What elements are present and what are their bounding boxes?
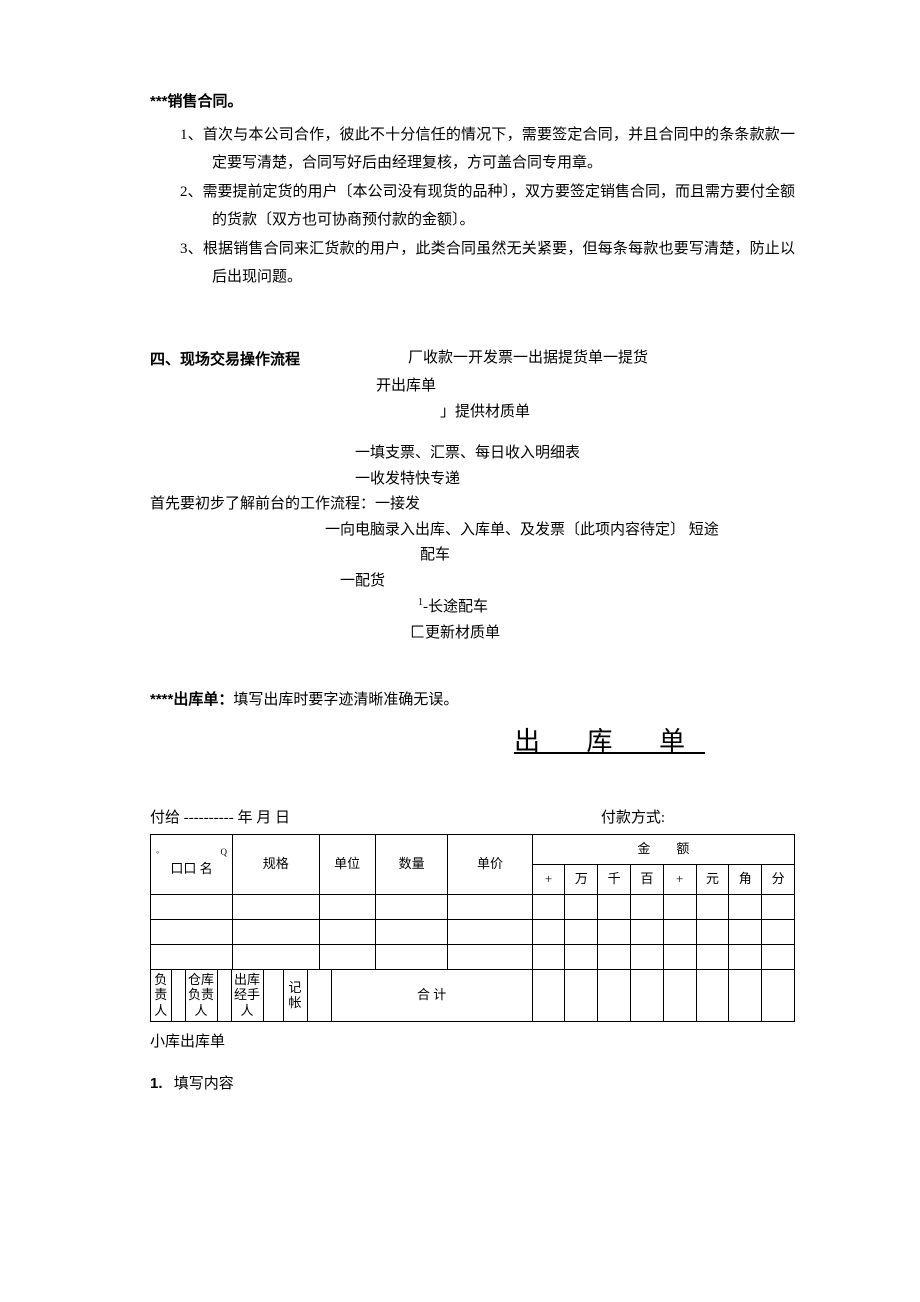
tf-f5: 合 计 bbox=[331, 970, 532, 1021]
out-meta-left-dashes: ---------- bbox=[184, 810, 234, 826]
th-qty: 数量 bbox=[375, 835, 448, 894]
out-meta-row: 付给 ---------- 年 月 日 付款方式: bbox=[150, 804, 795, 833]
th-m2: 万 bbox=[565, 865, 598, 895]
section-4-heading: 四、现场交易操作流程 bbox=[150, 346, 300, 375]
table-row bbox=[151, 944, 795, 969]
contract-item-1: 1、首次与本公司合作，彼此不十分信任的情况下，需要签定合同，并且合同中的条条款款… bbox=[150, 121, 795, 178]
flow-line-4: 一填支票、汇票、每日收入明细表 bbox=[150, 441, 795, 467]
th-m6: 元 bbox=[696, 865, 729, 895]
flow-line-7b: 配车 bbox=[150, 543, 795, 569]
th-m4: 百 bbox=[631, 865, 664, 895]
out-table: ◦ Q 口口 名 规格 单位 数量 单价 金 额 + 万 千 百 + 元 角 分 bbox=[150, 834, 795, 1021]
after-table-2-num: 1. bbox=[150, 1075, 163, 1092]
flow-line-3: 」提供材质单 bbox=[150, 400, 795, 426]
th-m5: + bbox=[663, 865, 696, 895]
th-unit: 单位 bbox=[319, 835, 375, 894]
flow-line-5: 一收发特快专递 bbox=[150, 467, 795, 493]
flow-line-1: 厂收款一开发票一出据提货单一提货 bbox=[408, 346, 648, 372]
out-meta-left-prefix: 付给 bbox=[150, 810, 184, 826]
th-name: ◦ Q 口口 名 bbox=[151, 835, 233, 894]
flow-line-6: 首先要初步了解前台的工作流程：一接发 bbox=[150, 492, 795, 518]
th-name-mark-left: ◦ bbox=[156, 848, 159, 857]
after-table-1: 小库出库单 bbox=[150, 1028, 795, 1057]
flow-line-10: 匚更新材质单 bbox=[150, 621, 795, 647]
th-amount: 金 额 bbox=[532, 835, 794, 865]
after-table-2: 1. 填写内容 bbox=[150, 1070, 795, 1099]
out-section-label-rest: 填写出库时要字迹清晰准确无误。 bbox=[233, 692, 458, 708]
flow-line-2: 开出库单 bbox=[150, 374, 795, 400]
flow-line-7: 一向电脑录入出库、入库单、及发票〔此项内容待定〕 短途 bbox=[150, 518, 795, 544]
flow-line-8: 一配货 bbox=[150, 569, 795, 595]
th-m1: + bbox=[532, 865, 565, 895]
th-spec: 规格 bbox=[232, 835, 319, 894]
out-section-intro: ****出库单：填写出库时要字迹清晰准确无误。 bbox=[150, 686, 795, 715]
th-m7: 角 bbox=[729, 865, 762, 895]
out-table-footer-inner: 负责人 仓库负责人 出库经手人 记帐 合 计 bbox=[151, 970, 532, 1021]
document-page: ***销售合同。 1、首次与本公司合作，彼此不十分信任的情况下，需要签定合同，并… bbox=[0, 0, 920, 1139]
tf-f1: 负责人 bbox=[151, 970, 171, 1021]
section-4-row: 四、现场交易操作流程 厂收款一开发票一出据提货单一提货 bbox=[150, 346, 795, 375]
th-name-txt: 口口 名 bbox=[152, 857, 231, 882]
table-row bbox=[151, 894, 795, 919]
tf-f2: 仓库负责人 bbox=[185, 970, 217, 1021]
flow-line-9: 1-长途配车 bbox=[150, 594, 795, 621]
contract-item-3: 3、根据销售合同来汇货款的用户，此类合同虽然无关紧要，但每条每款也要写清楚，防止… bbox=[150, 235, 795, 292]
out-meta-left: 付给 ---------- 年 月 日 bbox=[150, 804, 290, 833]
th-m3: 千 bbox=[598, 865, 631, 895]
contract-item-2: 2、需要提前定货的用户〔本公司没有现货的品种〕，双方要签定销售合同，而且需方要付… bbox=[150, 178, 795, 235]
out-title: 出 库 单 bbox=[514, 717, 705, 766]
out-table-header-row-1: ◦Q 口口 名 规格 单位 数量 单价 金 额 bbox=[151, 835, 795, 865]
section-4-flow-1: 厂收款一开发票一出据提货单一提货 bbox=[300, 346, 648, 372]
out-title-wrap: 出 库 单 bbox=[150, 715, 795, 776]
section-sales-contract-heading: ***销售合同。 bbox=[150, 88, 795, 117]
out-table-footer-row: 负责人 仓库负责人 出库经手人 记帐 合 计 bbox=[151, 969, 795, 1021]
th-price: 单价 bbox=[448, 835, 532, 894]
out-meta-left-suffix: 年 月 日 bbox=[234, 810, 290, 826]
tf-f4: 记帐 bbox=[283, 970, 307, 1021]
th-name-mark-right: Q bbox=[220, 848, 227, 857]
table-row bbox=[151, 919, 795, 944]
tf-f3: 出库经手人 bbox=[231, 970, 263, 1021]
flow-line-9-txt: -长途配车 bbox=[423, 599, 488, 615]
after-table-2-txt: 填写内容 bbox=[174, 1076, 234, 1092]
th-m8: 分 bbox=[762, 865, 795, 895]
out-section-label-bold: ****出库单： bbox=[150, 691, 233, 708]
out-meta-right: 付款方式: bbox=[601, 804, 795, 833]
